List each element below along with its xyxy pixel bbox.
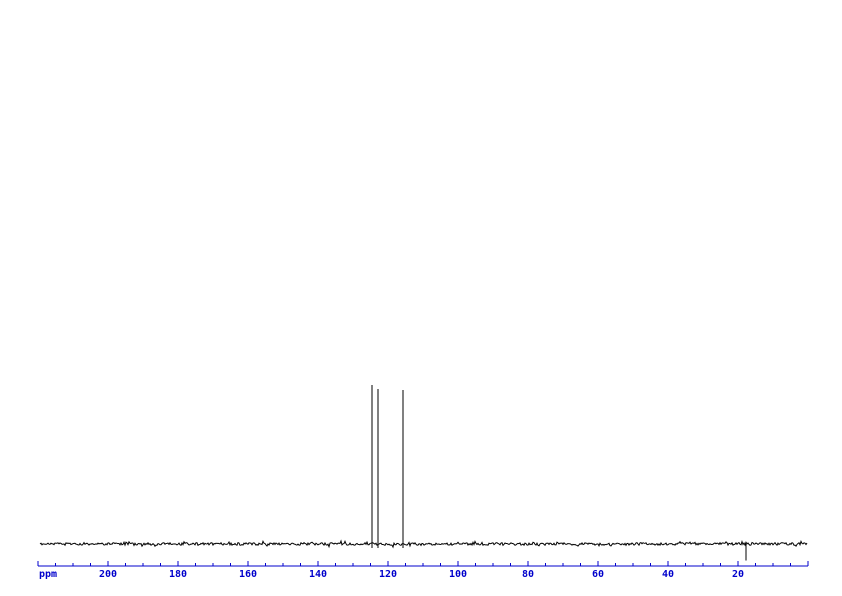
x-axis-tick-label: 120 bbox=[379, 569, 397, 580]
x-axis-tick-label: 40 bbox=[662, 569, 674, 580]
spectrum-trace bbox=[39, 539, 808, 549]
x-axis-tick-label: 200 bbox=[99, 569, 117, 580]
x-axis-unit-label: ppm bbox=[39, 569, 57, 580]
x-axis-tick-label: 80 bbox=[522, 569, 534, 580]
x-axis-tick-label: 60 bbox=[592, 569, 604, 580]
x-axis-tick-label: 20 bbox=[732, 569, 744, 580]
x-axis-tick-label: 180 bbox=[169, 569, 187, 580]
x-axis-tick-label: 100 bbox=[449, 569, 467, 580]
x-axis-tick-label: 160 bbox=[239, 569, 257, 580]
x-axis-tick-label: 140 bbox=[309, 569, 327, 580]
